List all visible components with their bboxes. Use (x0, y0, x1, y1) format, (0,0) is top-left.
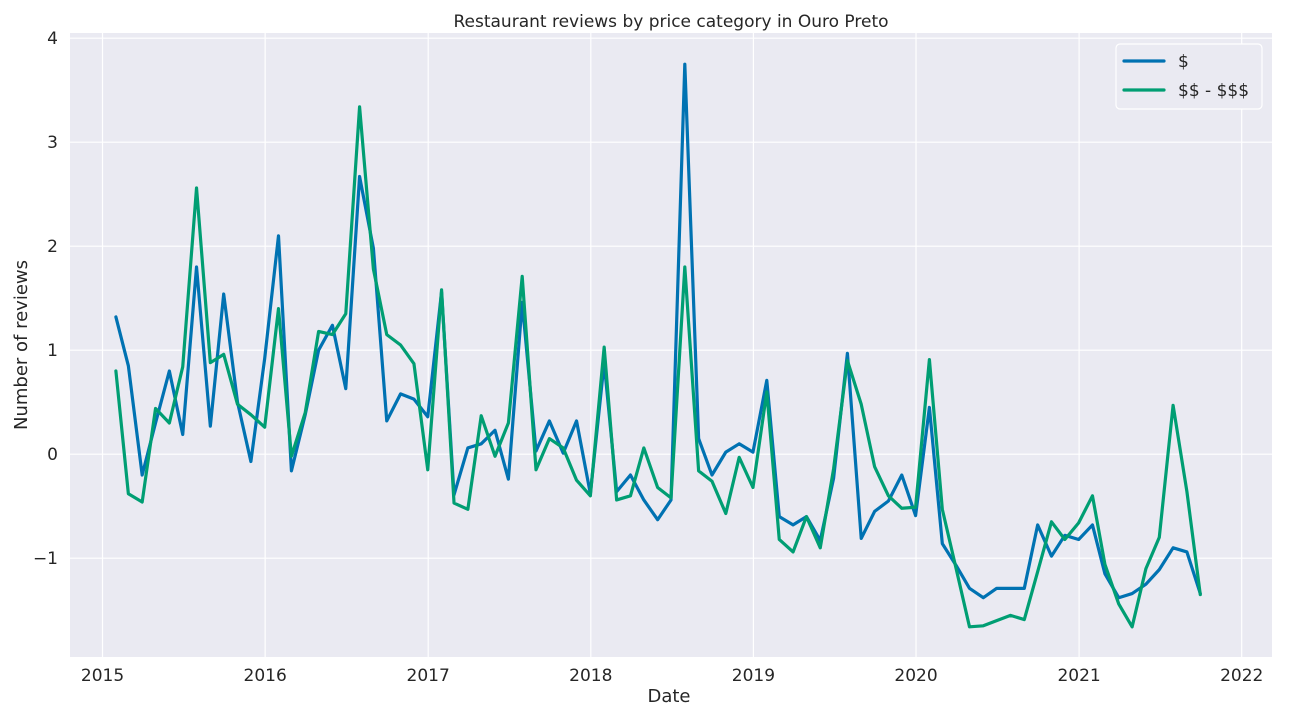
x-tick-label: 2016 (244, 666, 287, 686)
y-tick-label: 2 (47, 237, 58, 257)
grid (70, 33, 1272, 657)
chart-title: Restaurant reviews by price category in … (453, 12, 888, 32)
x-tick-label: 2017 (407, 666, 450, 686)
y-tick-label: 0 (47, 445, 58, 465)
plot-background (70, 33, 1272, 657)
x-tick-label: 2021 (1057, 666, 1100, 686)
series-lines (114, 62, 1202, 629)
y-tick-labels: −1 0 1 2 3 4 (33, 29, 58, 569)
y-tick-label: 3 (47, 133, 58, 153)
legend: $ $$ - $$$ (1115, 43, 1263, 110)
x-axis-label: Date (647, 686, 690, 707)
x-tick-label: 2018 (569, 666, 612, 686)
y-tick-label: −1 (33, 549, 58, 569)
y-tick-label: 4 (47, 29, 58, 49)
x-tick-label: 2020 (894, 666, 937, 686)
x-tick-label: 2019 (732, 666, 775, 686)
series-line-1 (114, 105, 1202, 629)
y-axis-label: Number of reviews (11, 260, 32, 430)
series-line-0 (114, 62, 1202, 600)
legend-label-series-1: $$ - $$$ (1178, 81, 1249, 101)
y-tick-label: 1 (47, 341, 58, 361)
x-tick-labels: 2015 2016 2017 2018 2019 2020 2021 2022 (81, 666, 1263, 686)
x-tick-label: 2022 (1220, 666, 1263, 686)
legend-label-series-0: $ (1178, 52, 1189, 72)
x-tick-label: 2015 (81, 666, 124, 686)
